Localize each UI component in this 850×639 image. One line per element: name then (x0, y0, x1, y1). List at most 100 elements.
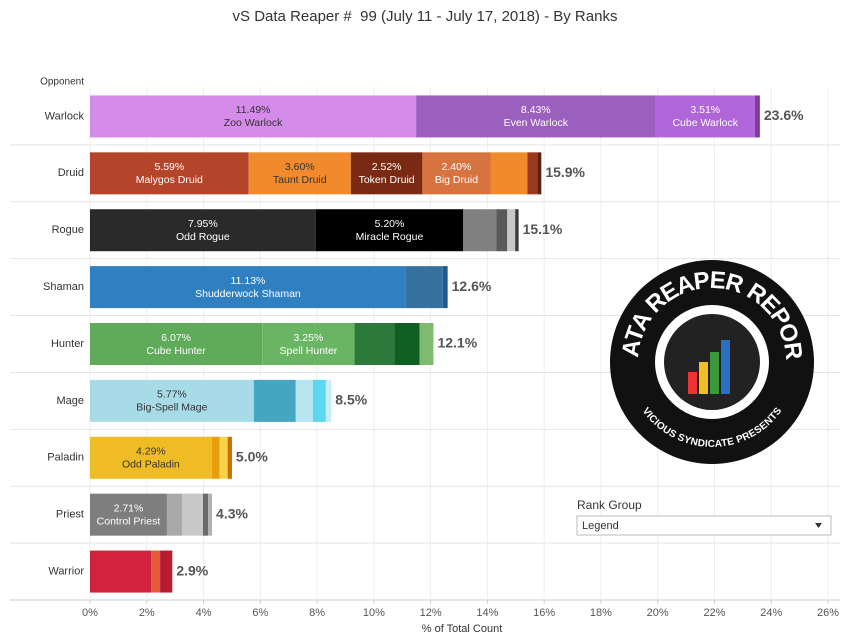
category-label: Shaman (43, 281, 84, 293)
category-label: Warlock (45, 110, 85, 122)
bar-segment (515, 209, 519, 252)
bar-segment (755, 95, 760, 138)
dropdown-value[interactable]: Legend (582, 520, 619, 532)
bar-segment (419, 323, 434, 365)
bar-segment (496, 209, 508, 252)
x-tick-label: 2% (139, 607, 155, 619)
total-label: 23.6% (764, 107, 804, 123)
bar-segment (90, 436, 212, 479)
x-tick-label: 6% (252, 607, 268, 619)
bar-segment (655, 95, 756, 138)
x-tick-label: 26% (817, 607, 839, 619)
chart-title: vS Data Reaper # 99 (July 11 - July 17, … (233, 8, 618, 25)
total-label: 2.9% (176, 562, 208, 578)
segment-name-label: Miracle Rogue (356, 231, 424, 243)
bar-segment (227, 436, 232, 479)
bar-segment (208, 493, 213, 536)
bar-segment (90, 266, 406, 309)
bar-segment (219, 436, 228, 479)
filter-title: Rank Group (577, 498, 642, 512)
logo-icon (688, 372, 697, 394)
bar-segment (248, 152, 351, 195)
bar-segment (90, 209, 316, 252)
category-label: Druid (58, 167, 84, 179)
x-axis-label: % of Total Count (422, 623, 503, 635)
segment-value-label: 7.95% (188, 218, 218, 230)
segment-name-label: Spell Hunter (280, 345, 338, 357)
bar-segment (416, 95, 656, 138)
segment-name-label: Cube Hunter (146, 345, 206, 357)
bar-segment (350, 152, 423, 195)
dropdown-arrow[interactable] (815, 523, 822, 528)
category-label: Priest (56, 509, 84, 521)
category-label: Hunter (51, 338, 84, 350)
x-tick-label: 12% (420, 607, 442, 619)
filter-dropdown[interactable]: Legend (576, 515, 832, 536)
segment-value-label: 2.40% (442, 161, 472, 173)
bar-segment (537, 152, 542, 195)
segment-name-label: Token Druid (359, 174, 415, 186)
segment-name-label: Odd Rogue (176, 231, 230, 243)
segment-value-label: 8.43% (521, 104, 551, 116)
x-tick-label: 18% (590, 607, 612, 619)
x-tick-label: 20% (647, 607, 669, 619)
x-tick-label: 8% (309, 607, 325, 619)
category-label: Warrior (48, 565, 84, 577)
bar-segment (160, 550, 173, 593)
segment-value-label: 2.71% (114, 502, 144, 514)
total-label: 12.6% (452, 278, 492, 294)
bar-segment (490, 152, 528, 195)
x-tick-label: 16% (533, 607, 555, 619)
x-tick-label: 4% (196, 607, 212, 619)
segment-name-label: Odd Paladin (122, 459, 180, 471)
segment-value-label: 5.20% (375, 218, 405, 230)
bar-segment (202, 493, 209, 536)
segment-value-label: 3.60% (285, 161, 315, 173)
bar-segment (90, 550, 152, 593)
total-label: 4.3% (216, 505, 248, 521)
bar-segment (354, 323, 395, 365)
bar-segment (262, 323, 355, 365)
segment-name-label: Big Druid (435, 174, 478, 186)
total-label: 8.5% (335, 392, 367, 408)
category-label: Paladin (47, 452, 84, 464)
bar-segment (90, 95, 417, 138)
segment-value-label: 3.51% (690, 104, 720, 116)
bar-segment (394, 323, 420, 365)
segment-name-label: Malygos Druid (136, 174, 203, 186)
dropdown-box[interactable] (576, 515, 832, 536)
segment-name-label: Taunt Druid (273, 174, 327, 186)
total-label: 15.9% (545, 164, 585, 180)
bar-segment (442, 266, 448, 309)
bar-segment (463, 209, 497, 252)
segment-name-label: Control Priest (97, 515, 161, 527)
x-tick-label: 0% (82, 607, 98, 619)
segment-value-label: 6.07% (161, 332, 191, 344)
bar-segment (422, 152, 491, 195)
x-tick-label: 14% (476, 607, 498, 619)
total-label: 15.1% (523, 221, 563, 237)
bar-segment (527, 152, 538, 195)
bar-segment (325, 379, 332, 422)
bar-segment (151, 550, 161, 593)
total-label: 12.1% (437, 335, 477, 351)
bar-segment (90, 493, 167, 536)
segment-value-label: 5.77% (157, 389, 187, 401)
category-axis-label: Opponent (40, 77, 84, 88)
logo-icon (721, 340, 730, 394)
segment-value-label: 11.13% (231, 275, 266, 287)
x-tick-label: 22% (703, 607, 725, 619)
x-tick-label: 10% (363, 607, 385, 619)
logo-icon (710, 352, 719, 394)
bar-segment (211, 436, 220, 479)
segment-name-label: Cube Warlock (672, 117, 738, 129)
bar-segment (90, 323, 263, 365)
x-tick-label: 24% (760, 607, 782, 619)
bar-segment (405, 266, 443, 309)
category-label: Mage (56, 395, 84, 407)
bar-segment (90, 152, 249, 195)
category-label: Rogue (52, 224, 84, 236)
total-label: 5.0% (236, 448, 268, 464)
logo-icon (699, 362, 708, 394)
segment-name-label: Even Warlock (504, 117, 569, 129)
